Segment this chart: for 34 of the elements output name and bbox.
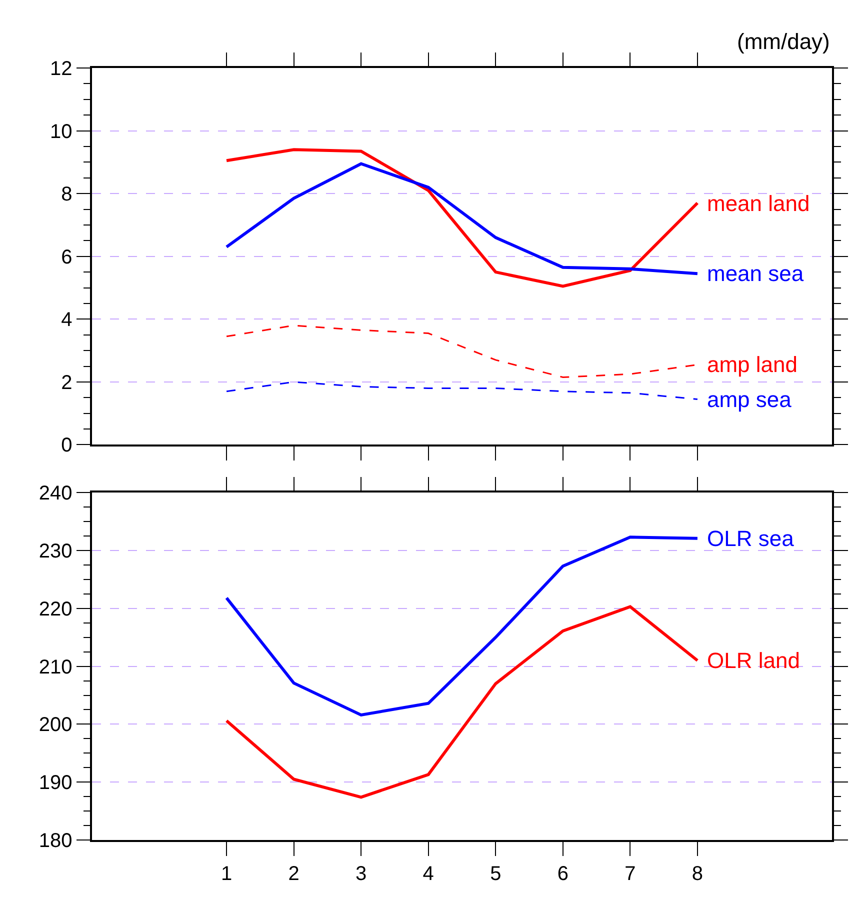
x-tick-label: 2 [288, 862, 300, 885]
y-tick-label: 4 [61, 309, 72, 332]
series-label: mean sea [707, 261, 804, 286]
y-tick-label: 8 [61, 184, 72, 206]
y-tick-label: 190 [38, 772, 72, 794]
y-tick-label: 230 [38, 540, 72, 562]
x-tick-label: 7 [624, 862, 636, 885]
series-label: mean land [707, 191, 810, 216]
line-series [226, 381, 698, 400]
y-tick-label: 200 [38, 714, 72, 736]
y-tick-label: 0 [61, 434, 72, 457]
line-series [225, 148, 699, 288]
line-series [225, 605, 699, 799]
y-tick-label: 210 [38, 656, 72, 678]
y-tick-label: 240 [38, 482, 72, 505]
line-series [225, 536, 699, 716]
y-tick-label: 2 [61, 372, 72, 394]
x-tick-label: 3 [356, 862, 367, 885]
line-series [225, 162, 699, 276]
y-tick-label: 180 [38, 830, 72, 852]
y-tick-label: 10 [50, 120, 72, 143]
x-tick-label: 8 [692, 862, 704, 885]
y-tick-label: 220 [38, 598, 72, 620]
series-label: amp land [707, 352, 798, 377]
x-tick-label: 4 [422, 862, 434, 885]
series-label: OLR sea [707, 526, 795, 551]
series-label: OLR land [707, 648, 800, 673]
x-tick-label: 6 [557, 862, 568, 885]
series-label: amp sea [707, 387, 792, 412]
y-tick-label: 12 [50, 58, 72, 80]
x-tick-label: 5 [490, 862, 502, 885]
x-tick-label: 1 [220, 862, 232, 885]
text: (mm/day) [737, 29, 830, 54]
y-tick-label: 6 [61, 246, 72, 268]
